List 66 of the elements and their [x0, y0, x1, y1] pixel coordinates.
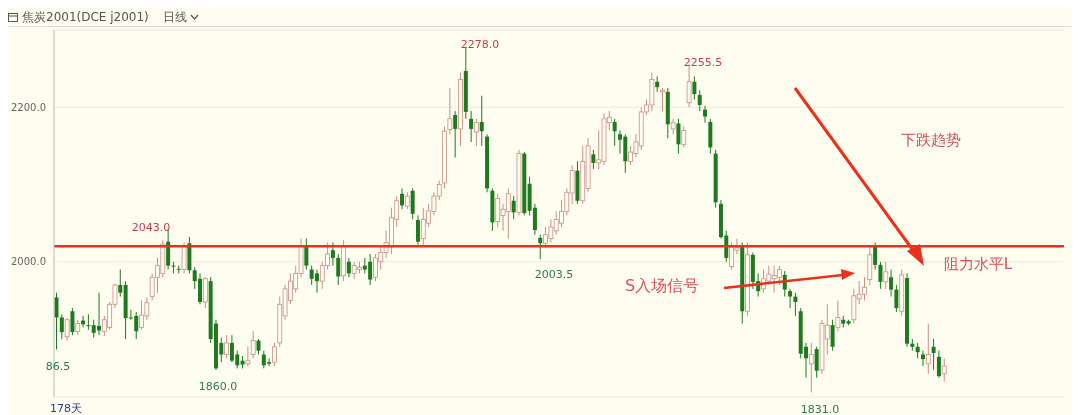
candlestick — [788, 288, 793, 309]
candlestick — [224, 334, 230, 359]
candlestick — [612, 118, 617, 147]
candlestick — [410, 187, 415, 220]
candlestick — [314, 269, 319, 294]
candlestick — [54, 292, 59, 350]
candlestick — [697, 89, 702, 112]
candlestick — [70, 307, 75, 336]
y-tick-label: 2200.0 — [11, 101, 46, 113]
candlestick — [538, 234, 543, 260]
candlestick — [835, 299, 841, 332]
annotation: 2043.0 — [131, 221, 171, 234]
candlestick — [889, 269, 894, 298]
candlestick — [479, 95, 484, 147]
candlestick — [830, 319, 835, 352]
text: 178天 — [50, 402, 82, 415]
candlestick — [447, 87, 453, 135]
annotation: S入场信号 — [625, 276, 700, 295]
candlestick — [59, 313, 64, 340]
annotation: 1860.0 — [198, 380, 238, 393]
candlestick — [474, 118, 479, 147]
candlestick — [330, 241, 335, 267]
candlestick — [469, 110, 474, 143]
annotation: 86.5 — [45, 360, 71, 373]
candlestick — [86, 313, 91, 331]
candlestick — [250, 330, 256, 359]
candlestick — [925, 323, 931, 375]
candlestick — [883, 261, 889, 290]
candlestick — [676, 118, 681, 155]
candlestick — [453, 110, 458, 158]
candlestick — [336, 253, 341, 286]
candlestick — [692, 75, 697, 101]
candlestick — [346, 257, 351, 278]
candlestick — [272, 342, 277, 367]
candlestick — [304, 238, 309, 271]
chart-title: 焦炭2001(DCE j2001) — [22, 8, 149, 26]
candlestick — [931, 338, 936, 371]
candlestick — [64, 317, 70, 342]
candlestick — [878, 261, 883, 290]
candlestick — [670, 118, 676, 135]
candlestick — [814, 346, 819, 379]
annotation: 2255.5 — [683, 56, 723, 69]
annotation: 2278.0 — [460, 38, 500, 51]
candlestick — [181, 241, 187, 274]
legend-label: 阻力水平L — [943, 254, 1013, 273]
candlestick — [681, 126, 687, 148]
candlestick — [941, 357, 947, 383]
candlestick — [511, 195, 516, 220]
candlestick — [245, 346, 251, 367]
candlestick — [703, 105, 708, 124]
candlestick — [400, 187, 405, 210]
candlestick — [202, 276, 208, 309]
candlestick — [415, 214, 420, 246]
annotation: 2003.5 — [534, 268, 574, 281]
y-tick-label: 2000.0 — [11, 256, 46, 268]
candlestick — [591, 149, 596, 170]
annotation: 下跌趋势 — [901, 131, 961, 149]
chart-subtitle: 日线 — [162, 8, 187, 26]
candlestick — [894, 284, 899, 313]
text: 1831.0 — [800, 403, 840, 415]
candlestick — [118, 269, 123, 298]
candlestick — [873, 241, 878, 271]
candlestick — [660, 87, 665, 112]
candlestick — [793, 292, 798, 317]
candlestick — [808, 342, 814, 393]
candlestick — [936, 350, 941, 379]
